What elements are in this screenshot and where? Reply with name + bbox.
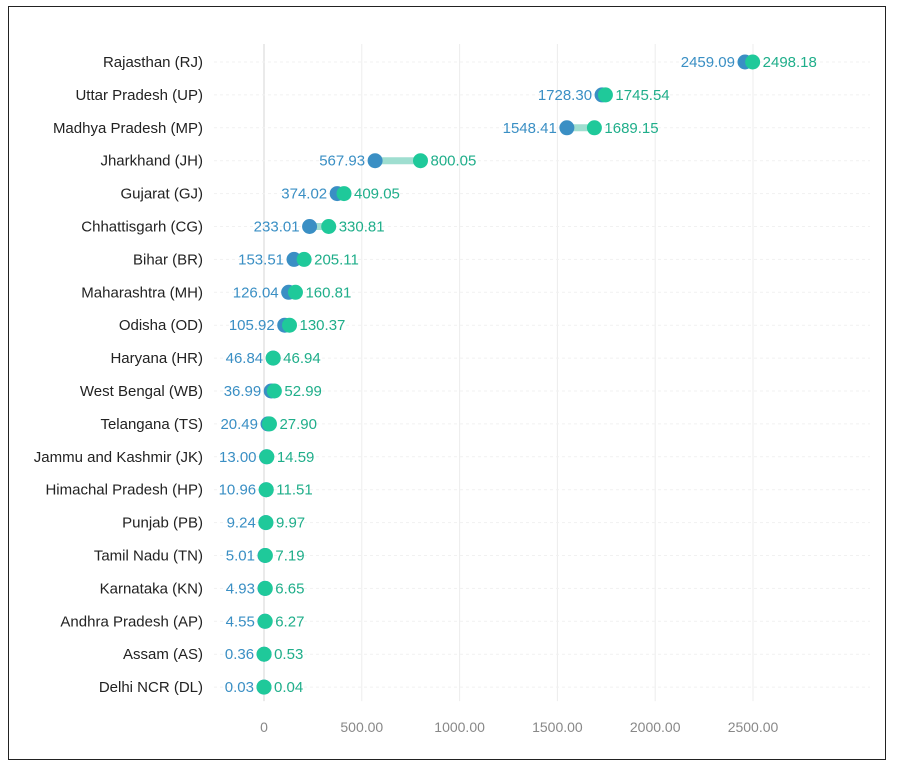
category-label: Chhattisgarh (CG) [81,219,203,236]
grid-lines [214,44,870,702]
end-value-dot [257,580,273,596]
category-label: Telangana (TS) [100,416,203,433]
start-value-label: 0.03 [225,679,254,696]
start-value-label: 567.93 [319,153,365,170]
start-value-label: 36.99 [224,383,262,400]
end-value-dot [257,613,273,629]
category-label: Gujarat (GJ) [120,186,203,203]
category-label: Rajasthan (RJ) [103,54,203,71]
category-label: Punjab (PB) [122,515,203,532]
end-value-label: 0.53 [274,646,303,663]
end-value-dot [259,449,275,465]
start-value-label: 10.96 [219,482,257,499]
end-value-dot [261,416,277,432]
end-value-dot [282,317,298,333]
end-value-label: 1745.54 [615,87,669,104]
category-label: Odisha (OD) [119,317,203,334]
end-value-label: 160.81 [305,284,351,301]
start-value-label: 4.93 [226,580,255,597]
end-value-dot [257,548,273,563]
end-value-label: 7.19 [275,548,304,565]
category-label: Uttar Pradesh (UP) [75,87,203,104]
end-value-label: 2498.18 [763,54,817,71]
start-value-label: 46.84 [226,350,264,367]
end-value-label: 11.51 [276,482,312,499]
category-label: Himachal Pradesh (HP) [45,482,203,499]
end-value-label: 14.59 [277,449,315,466]
x-tick-label: 2500.00 [728,719,779,735]
x-tick-label: 1500.00 [532,719,583,735]
end-value-label: 0.04 [274,679,303,696]
x-tick-label: 1000.00 [434,719,485,735]
x-tick-label: 2000.00 [630,719,681,735]
start-value-label: 1548.41 [503,120,557,137]
dots [256,54,761,695]
start-value-label: 4.55 [226,613,255,630]
end-value-dot [258,515,274,531]
start-value-label: 126.04 [233,284,279,301]
category-label: Madhya Pradesh (MP) [53,120,203,137]
start-value-label: 1728.30 [538,87,592,104]
category-label: Assam (AS) [123,646,203,663]
start-value-label: 9.24 [227,515,256,532]
start-value-label: 5.01 [226,548,255,565]
end-value-dot [412,153,428,169]
end-value-label: 800.05 [430,153,476,170]
end-value-label: 130.37 [300,317,346,334]
end-value-label: 409.05 [354,186,400,203]
x-tick-label: 500.00 [340,719,383,735]
start-value-label: 20.49 [220,416,258,433]
category-label: Tamil Nadu (TN) [94,548,203,565]
end-value-dot [336,186,352,202]
category-label: Andhra Pradesh (AP) [60,613,203,630]
end-value-label: 46.94 [283,350,321,367]
end-value-dot [745,54,761,70]
end-value-label: 1689.15 [604,120,658,137]
end-value-dot [256,679,272,695]
category-label: Karnataka (KN) [100,580,203,597]
start-value-dot [559,120,575,136]
x-tick-label: 0 [260,719,268,735]
x-axis-ticks: 0 500.00 1000.00 1500.00 2000.00 2500.00 [260,719,778,735]
end-value-dot [265,350,281,366]
end-value-dot [258,482,274,498]
start-value-label: 105.92 [229,317,275,334]
start-value-dot [367,153,383,169]
end-value-dot [321,219,337,234]
start-value-label: 233.01 [254,219,300,236]
category-label: West Bengal (WB) [80,383,203,400]
category-label: Haryana (HR) [110,350,203,367]
category-label: Delhi NCR (DL) [99,679,203,696]
category-label: Jammu and Kashmir (JK) [34,449,203,466]
end-value-label: 205.11 [314,251,359,268]
end-value-dot [266,383,282,399]
end-value-label: 52.99 [284,383,322,400]
end-value-dot [597,87,613,103]
category-label: Jharkhand (JH) [100,153,203,170]
end-value-label: 6.65 [275,580,304,597]
end-value-dot [586,120,602,136]
end-value-label: 27.90 [279,416,317,433]
end-value-label: 9.97 [276,515,305,532]
start-value-label: 0.36 [225,646,254,663]
start-value-label: 153.51 [238,251,284,268]
start-value-label: 374.02 [281,186,327,203]
end-value-dot [256,646,272,662]
labels: Rajasthan (RJ) 2459.09 2498.18 Uttar Prades… [34,54,817,696]
start-value-dot [302,219,318,234]
end-value-label: 330.81 [339,219,385,236]
category-label: Bihar (BR) [133,251,203,268]
end-value-dot [296,251,312,267]
start-value-label: 13.00 [219,449,257,466]
chart-frame [8,6,886,760]
end-value-dot [287,284,303,300]
category-label: Maharashtra (MH) [81,284,203,301]
end-value-label: 6.27 [275,613,304,630]
start-value-label: 2459.09 [681,54,735,71]
